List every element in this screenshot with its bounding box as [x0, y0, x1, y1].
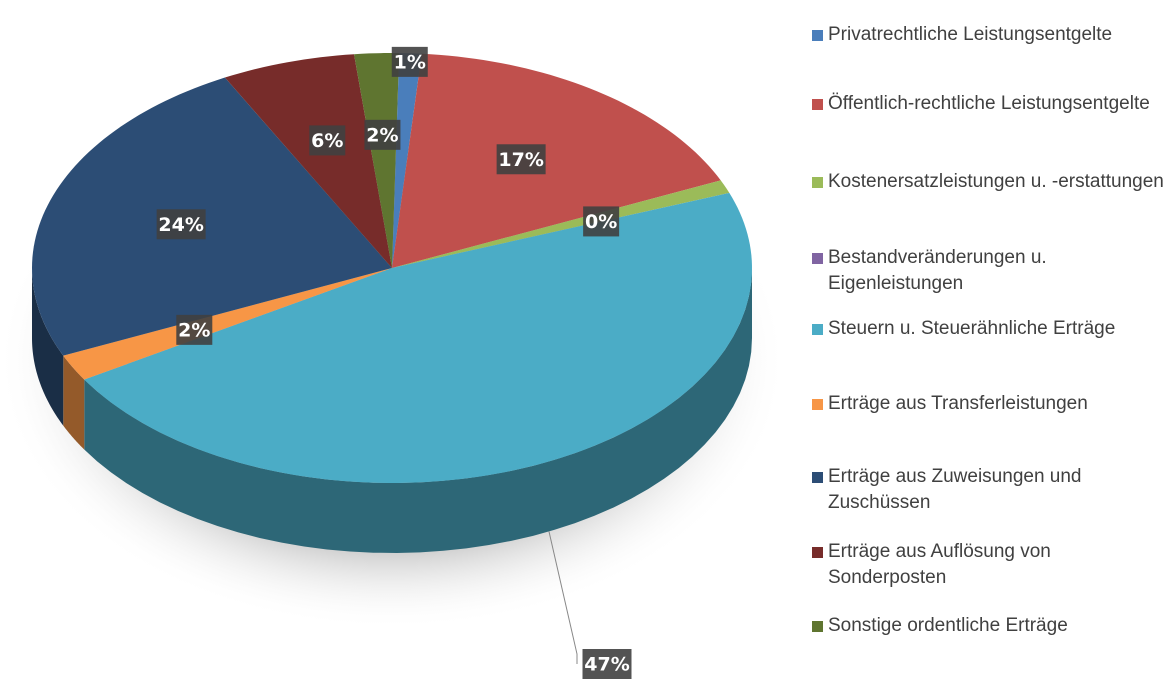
legend-label: Öffentlich-rechtliche Leistungsentgelte [828, 93, 1150, 114]
legend-swatch [812, 30, 823, 41]
slice [224, 54, 392, 269]
data-label: 2% [178, 319, 210, 341]
label-box [496, 144, 546, 175]
legend-swatch [812, 99, 823, 110]
slice [392, 180, 730, 268]
legend-item: Erträge aus Transferleistungen [812, 391, 1164, 417]
legend-item: Steuern u. Steuerähnliche Erträge [812, 316, 1164, 342]
data-label: 2% [366, 124, 398, 146]
legend-label: Erträge aus Zuweisungen und Zuschüssen [828, 466, 1082, 513]
data-label: 0% [585, 211, 617, 233]
legend-swatch [812, 253, 823, 264]
label-box [156, 209, 206, 240]
legend-swatch [812, 472, 823, 483]
legend-label: Erträge aus Transferleistungen [828, 393, 1088, 414]
slice-side [84, 268, 752, 553]
pie-area: 1% 17% 0% 47% 2% 24% 6% 2% [0, 46, 787, 679]
legend-item: Erträge aus Zuweisungen und Zuschüssen [812, 464, 1164, 516]
leader-line [548, 531, 578, 664]
slice [84, 192, 752, 483]
legend-item: Sonstige ordentliche Erträge [812, 613, 1164, 639]
data-label: 1% [394, 51, 426, 73]
slice-side [32, 268, 64, 426]
legend-item: Bestandveränderungen u. Eigenleistungen [812, 245, 1164, 297]
label-box [391, 46, 428, 77]
legend-item: Öffentlich-rechtliche Leistungsentgelte [812, 91, 1164, 117]
slice [63, 268, 393, 380]
legend-label: Privatrechtliche Leistungsentgelte [828, 24, 1113, 45]
label-box [309, 125, 346, 156]
data-label: 6% [311, 130, 343, 152]
label-box [364, 119, 401, 150]
label-box [582, 649, 632, 679]
legend-swatch [812, 399, 823, 410]
legend-swatch [812, 621, 823, 632]
data-label: 47% [584, 654, 629, 676]
slice [354, 53, 400, 269]
legend-label: Steuern u. Steuerähnliche Erträge [828, 318, 1116, 339]
data-label: 24% [158, 214, 203, 236]
legend-swatch [812, 547, 823, 558]
legend-label: Kostenersatzleistungen u. -erstattungen [828, 171, 1164, 192]
slice [392, 53, 422, 268]
label-box [583, 206, 620, 237]
label-box [176, 314, 213, 345]
legend-swatch [812, 177, 823, 188]
legend-item: Kostenersatzleistungen u. -erstattungen [812, 169, 1164, 195]
legend-item: Erträge aus Auflösung von Sonderposten [812, 539, 1164, 591]
legend-item: Privatrechtliche Leistungsentgelte [812, 22, 1164, 48]
sides [32, 268, 752, 553]
legend-swatch [812, 324, 823, 335]
legend-label: Bestandveränderungen u. Eigenleistungen [828, 247, 1047, 294]
slice [392, 53, 721, 268]
slice-side [63, 355, 85, 450]
legend-label: Erträge aus Auflösung von Sonderposten [828, 541, 1051, 588]
data-label: 17% [498, 149, 543, 171]
legend-label: Sonstige ordentliche Erträge [828, 615, 1068, 636]
slice [32, 77, 393, 356]
